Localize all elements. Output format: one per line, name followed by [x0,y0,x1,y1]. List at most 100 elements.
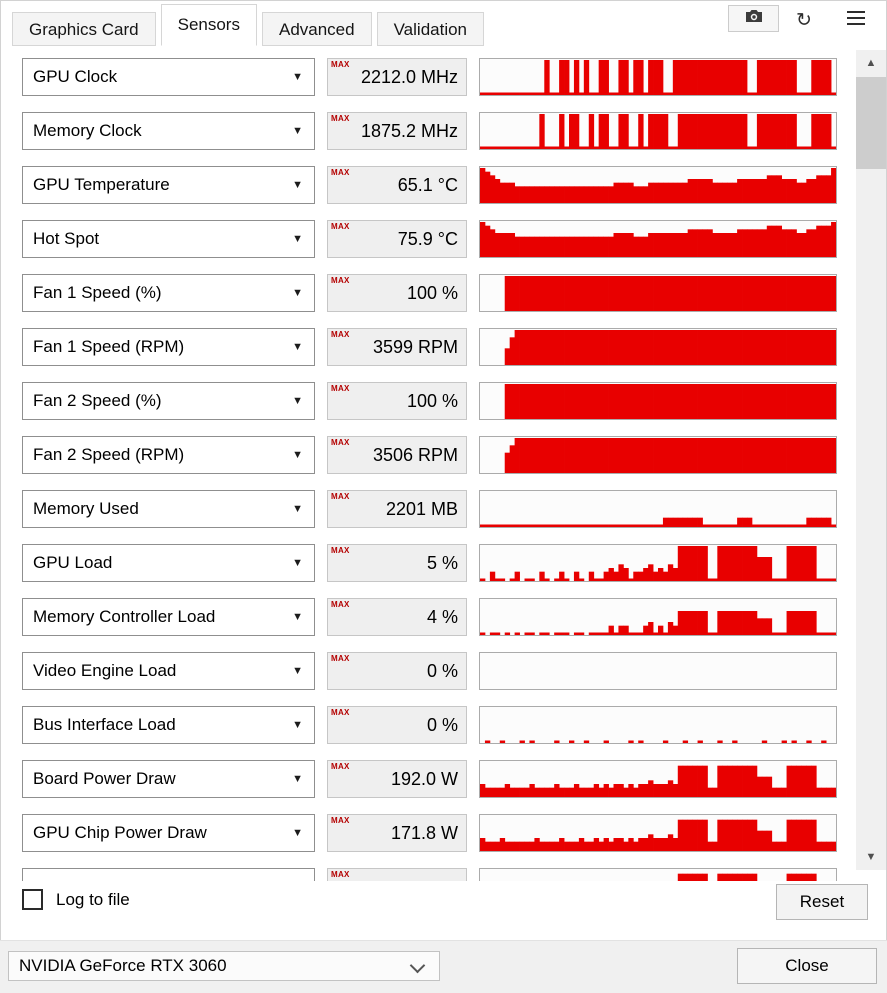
sensor-value-box[interactable]: MAX 2201 MB [327,490,467,528]
sensor-select[interactable]: GPU Temperature ▼ [22,166,315,204]
sensor-name: Memory Clock [33,121,142,140]
sensor-select[interactable]: GPU Load ▼ [22,544,315,582]
chevron-down-icon: ▼ [292,395,303,407]
sensor-name: Fan 2 Speed (RPM) [33,445,185,464]
tab-graphics-card[interactable]: Graphics Card [12,12,156,46]
reset-button[interactable]: Reset [776,884,868,920]
sensor-select[interactable]: Memory Used ▼ [22,490,315,528]
sensor-select[interactable]: GPU Chip Power Draw ▼ [22,814,315,852]
sensor-value: 0 % [426,660,458,681]
scroll-up-icon[interactable]: ▲ [856,50,886,76]
sensor-graph [479,382,837,420]
sensor-select[interactable]: Memory Clock ▼ [22,112,315,150]
sensor-value-box[interactable]: MAX 65.1 °C [327,166,467,204]
sensor-select[interactable]: Video Engine Load ▼ [22,652,315,690]
sensor-value: 75.9 °C [397,228,458,249]
stat-badge: MAX [331,60,350,69]
sensor-graph [479,328,837,366]
sensor-row: GPU Temperature ▼ MAX 65.1 °C [0,166,847,204]
sensor-value-box[interactable]: MAX 192.0 W [327,760,467,798]
sensor-value: 100 % [406,282,458,303]
chevron-down-icon: ▼ [292,557,303,569]
sensor-value-box[interactable]: MAX 100 % [327,382,467,420]
sensor-row: Fan 1 Speed (RPM) ▼ MAX 3599 RPM [0,328,847,366]
sensor-select[interactable]: Fan 1 Speed (RPM) ▼ [22,328,315,366]
sensor-row: Bus Interface Load ▼ MAX 0 % [0,706,847,744]
sensor-value: 2212.0 MHz [360,66,458,87]
sensor-select[interactable]: Fan 2 Speed (%) ▼ [22,382,315,420]
tab-advanced[interactable]: Advanced [261,12,372,46]
sensor-select[interactable]: Fan 1 Speed (%) ▼ [22,274,315,312]
sensor-row: Hot Spot ▼ MAX 75.9 °C [0,220,847,258]
gpu-select[interactable]: NVIDIA GeForce RTX 3060 [8,951,440,981]
stat-badge: MAX [331,816,350,825]
chevron-down-icon [409,957,426,974]
stat-badge: MAX [331,276,350,285]
sensor-select[interactable]: Fan 2 Speed (RPM) ▼ [22,436,315,474]
sensor-value-box[interactable]: MAX 3506 RPM [327,436,467,474]
sensor-value-box[interactable]: MAX 100 % [327,274,467,312]
sensor-value-box[interactable]: MAX 2212.0 MHz [327,58,467,96]
sensor-value-box[interactable]: MAX 4 % [327,598,467,636]
sensor-row: Memory Clock ▼ MAX 1875.2 MHz [0,112,847,150]
stat-badge: MAX [331,168,350,177]
scroll-down-icon[interactable]: ▼ [856,844,886,870]
scrollbar-thumb[interactable] [856,77,886,169]
menu-icon[interactable] [847,11,865,25]
stat-badge: MAX [331,114,350,123]
sensor-row: GPU Clock ▼ MAX 2212.0 MHz [0,58,847,96]
sensor-select[interactable]: Memory Controller Load ▼ [22,598,315,636]
chevron-down-icon: ▼ [292,341,303,353]
sensor-value-box[interactable]: MAX 3599 RPM [327,328,467,366]
sensor-name: Video Engine Load [33,661,177,680]
sensor-value-box[interactable]: MAX 75.9 °C [327,220,467,258]
sensor-name: GPU Temperature [33,175,170,194]
tab-validation[interactable]: Validation [376,12,485,46]
stat-badge: MAX [331,762,350,771]
close-button[interactable]: Close [737,948,877,984]
chevron-down-icon: ▼ [292,665,303,677]
tab-sensors[interactable]: Sensors [160,4,257,46]
stat-badge: MAX [331,222,350,231]
sensor-name: GPU Chip Power Draw [33,823,207,842]
sensor-value-box[interactable]: MAX 0 % [327,652,467,690]
chevron-down-icon: ▼ [292,719,303,731]
stat-badge: MAX [331,330,350,339]
sensor-select[interactable]: Bus Interface Load ▼ [22,706,315,744]
sensor-row: ▼ MAX [0,868,847,881]
sensor-value: 5 % [426,552,458,573]
screenshot-button[interactable] [728,5,779,32]
stat-badge: MAX [331,708,350,717]
sensor-graph [479,598,837,636]
sensor-select[interactable]: Board Power Draw ▼ [22,760,315,798]
sensor-name: GPU Load [33,553,113,572]
sensor-value-box[interactable]: MAX 171.8 W [327,814,467,852]
chevron-down-icon: ▼ [292,503,303,515]
sensor-value: 0 % [426,714,458,735]
sensor-value: 2201 MB [385,498,458,519]
sensor-value: 3506 RPM [372,444,458,465]
sensor-graph [479,58,837,96]
sensor-select[interactable]: GPU Clock ▼ [22,58,315,96]
gpu-select-value: NVIDIA GeForce RTX 3060 [19,956,227,975]
sensor-name: Memory Controller Load [33,607,216,626]
sensor-row: Fan 1 Speed (%) ▼ MAX 100 % [0,274,847,312]
sensor-value-box[interactable]: MAX 1875.2 MHz [327,112,467,150]
sensor-value-box[interactable]: MAX [327,868,467,881]
sensor-name: Board Power Draw [33,769,176,788]
sensor-graph [479,868,837,881]
tab-strip: Graphics Card Sensors Advanced Validation [12,4,489,46]
stat-badge: MAX [331,654,350,663]
sensor-select[interactable]: Hot Spot ▼ [22,220,315,258]
sensor-name: Fan 1 Speed (RPM) [33,337,185,356]
sensor-value-box[interactable]: MAX 0 % [327,706,467,744]
scrollbar[interactable]: ▲ ▼ [856,50,886,870]
log-to-file-checkbox[interactable] [22,889,43,910]
sensor-value: 4 % [426,606,458,627]
sensor-select[interactable]: ▼ [22,868,315,881]
bottom-bar: NVIDIA GeForce RTX 3060 Close [0,940,887,993]
sensor-value-box[interactable]: MAX 5 % [327,544,467,582]
refresh-icon[interactable]: ↻ [796,9,812,31]
chevron-down-icon: ▼ [292,611,303,623]
